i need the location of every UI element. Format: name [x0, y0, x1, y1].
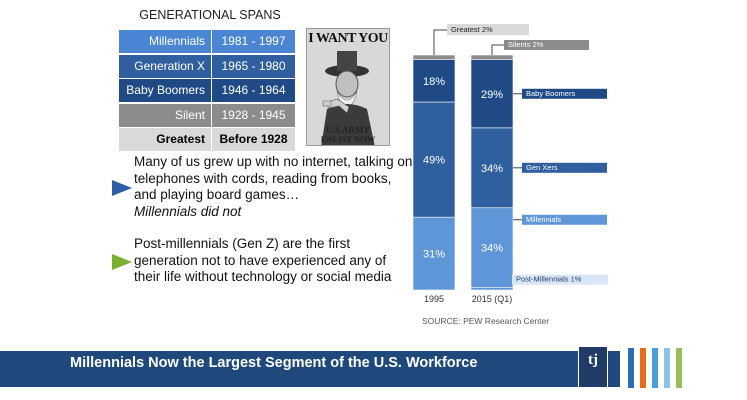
callout-gen-xers-label: Gen Xers [526, 163, 558, 172]
bullet-2: Post-millennials (Gen Z) are the first g… [134, 236, 414, 286]
spans-years: 1981 - 1997 [211, 30, 295, 53]
callout-silents [504, 40, 589, 50]
callout-greatest-label: Greatest 2% [451, 25, 493, 34]
workforce-stacked-bar-chart: 31% 49% 18% 1995 34% 34% 29% 2015 (Q1) Greatest … [412, 24, 608, 304]
bar-value-label: 29% [481, 89, 503, 101]
footer-stripe [628, 348, 634, 388]
spans-row: Generation X 1965 - 1980 [119, 54, 295, 78]
spans-generation: Generation X [134, 58, 205, 73]
bar-segment-greatest [412, 54, 456, 60]
spans-row: Baby Boomers 1946 - 1964 [119, 79, 295, 102]
chart-source: SOURCE: PEW Research Center [422, 316, 550, 326]
spans-row: Greatest Before 1928 [119, 128, 295, 151]
spans-years: 1946 - 1964 [211, 79, 295, 102]
bar-value-label: 31% [423, 249, 445, 261]
bullet-2-text: Post-millennials (Gen Z) are the first g… [134, 236, 392, 284]
poster-headline: I WANT YOU [308, 31, 388, 46]
footer-banner [0, 351, 620, 387]
callout-silents-label: Silents 2% [508, 40, 544, 49]
footer-stripe [652, 348, 658, 388]
spans-generation: Silent [174, 107, 205, 122]
callout-post-millennials-label: Post-Millennials 1% [516, 275, 582, 284]
spans-title: GENERATIONAL SPANS [139, 8, 281, 22]
company-logo [578, 346, 608, 388]
callout-baby-boomers-label: Baby Boomers [526, 89, 575, 98]
callout-millennials [522, 214, 607, 225]
bar-segment-gen-xers [470, 127, 514, 209]
spans-years: 1928 - 1945 [211, 103, 295, 127]
bar-segment-post-millennials [470, 287, 514, 291]
spans-generation: Greatest [156, 132, 205, 146]
bar-value-label: 49% [423, 155, 445, 167]
company-logo-text: tj [588, 352, 598, 368]
uncle-sam-poster: I WANT YOU U.S.ARMY ENLIST NOW [306, 28, 390, 146]
footer-stripe [664, 348, 670, 388]
spans-row: Silent 1928 - 1945 [119, 103, 295, 127]
footer-stripe [640, 348, 646, 388]
spans-years: Before 1928 [211, 128, 295, 151]
spans-row: Millennials 1981 - 1997 [119, 30, 295, 53]
spans-years: 1965 - 1980 [211, 54, 295, 78]
callout-baby-boomers [522, 88, 607, 99]
bar-segment-millennials [412, 216, 456, 291]
callout-greatest [447, 24, 529, 35]
bar-segment-millennials [470, 207, 514, 288]
spans-generation: Baby Boomers [126, 83, 205, 97]
callout-gen-xers [522, 162, 607, 173]
callout-line [433, 29, 447, 55]
spans-generation: Millennials [148, 34, 205, 48]
callout-millennials-label: Millennials [526, 215, 561, 224]
footer-title: Millennials Now the Largest Segment of t… [70, 355, 478, 371]
bar-segment-silents [470, 54, 514, 60]
poster-footer-line2: ENLIST NOW [320, 134, 376, 144]
category-label: 2015 (Q1) [472, 294, 513, 304]
bar-value-label: 34% [481, 163, 503, 175]
bar-value-label: 34% [481, 243, 503, 255]
poster-footer-line1: U.S.ARMY [326, 125, 370, 135]
callout-post-millennials [512, 274, 608, 285]
bullet-1-text: Many of us grew up with no internet, tal… [134, 154, 413, 202]
bullet-1: Many of us grew up with no internet, tal… [134, 154, 414, 220]
green-arrow-icon [112, 254, 132, 270]
uncle-sam-figure-icon [321, 51, 375, 145]
category-label: 1995 [424, 294, 444, 304]
callout-line [491, 44, 504, 55]
bullet-1-emphasis: Millennials did not [134, 203, 242, 219]
bar-value-label: 18% [423, 76, 445, 88]
footer-stripe [676, 348, 682, 388]
blue-arrow-icon [112, 180, 132, 196]
